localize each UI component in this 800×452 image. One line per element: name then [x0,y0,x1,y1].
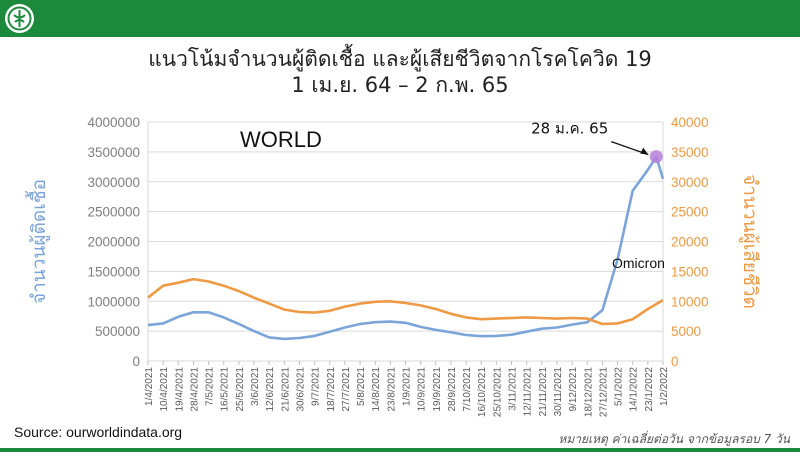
x-tick-label: 12/11/2021 [523,367,534,417]
x-tick-label: 5/1/2022 [614,367,625,406]
y-left-tick-label: 0 [132,354,140,369]
x-tick-label: 21/11/2021 [538,367,549,417]
y-left-tick-label: 2000000 [87,235,140,250]
x-tick-label: 28/4/2021 [189,367,200,412]
x-tick-label: 14/8/2021 [371,367,382,412]
x-tick-label: 9/12/2021 [568,367,579,412]
chart-title-line2: 1 เม.ย. 64 – 2 ก.พ. 65 [291,73,509,97]
x-tick-label: 10/9/2021 [417,367,428,412]
x-tick-label: 25/10/2021 [492,367,503,417]
y-right-tick-label: 25000 [671,205,709,220]
x-tick-label: 23/8/2021 [386,367,397,412]
x-tick-label: 18/7/2021 [326,367,337,412]
y-right-tick-label: 30000 [671,175,709,190]
x-tick-label: 28/9/2021 [447,367,458,412]
x-tick-label: 7/5/2021 [205,367,216,406]
x-tick-label: 25/5/2021 [235,367,246,412]
x-tick-label: 18/12/2021 [583,367,594,417]
x-tick-label: 12/6/2021 [265,367,276,412]
peak-annotation-label: 28 ม.ค. 65 [531,120,608,138]
x-tick-label: 3/11/2021 [508,367,519,411]
y-right-tick-label: 10000 [671,294,709,309]
x-tick-label: 1/9/2021 [402,367,413,406]
x-tick-label: 1/2/2022 [659,367,670,406]
y-left-tick-label: 2500000 [87,205,140,220]
x-tick-label: 16/5/2021 [220,367,231,412]
x-tick-label: 1/4/2021 [144,367,155,406]
x-tick-label: 10/4/2021 [159,367,170,412]
peak-arrowhead [640,147,649,155]
region-label: WORLD [240,127,322,152]
x-tick-label: 27/12/2021 [598,367,609,417]
x-tick-label: 5/8/2021 [356,367,367,406]
y-right-tick-label: 35000 [671,145,709,160]
x-tick-label: 7/10/2021 [462,367,473,412]
y-right-axis-title: จำนวนผู้เสียชีวิต [739,174,761,309]
y-right-tick-label: 20000 [671,235,709,250]
y-left-tick-label: 4000000 [87,115,140,130]
x-tick-label: 30/6/2021 [295,367,306,412]
y-left-tick-label: 500000 [95,324,140,339]
chart-title-line1: แนวโน้มจำนวนผู้ติดเชื้อ และผู้เสียชีวิตจ… [148,47,652,71]
x-tick-label: 30/11/2021 [553,367,564,417]
cases-series-line [147,155,665,341]
x-tick-label: 14/1/2022 [629,367,640,412]
deaths-series-line [147,277,664,326]
y-left-tick-label: 3500000 [87,145,140,160]
chart-title: แนวโน้มจำนวนผู้ติดเชื้อ และผู้เสียชีวิตจ… [0,38,800,98]
peak-marker [649,150,663,164]
y-left-tick-label: 1500000 [87,264,140,279]
header-bar [0,0,800,37]
footnote-text: หมายเหตุ ค่าเฉลี่ยต่อวัน จากข้อมูลรอบ 7 … [558,432,790,446]
y-right-tick-label: 0 [671,354,679,369]
x-tick-label: 27/7/2021 [341,367,352,412]
y-left-tick-label: 1000000 [87,294,140,309]
x-tick-label: 21/6/2021 [280,367,291,412]
footer-bar [0,448,800,452]
x-tick-label: 19/4/2021 [174,367,185,412]
omicron-label: Omicron [612,255,665,271]
y-right-tick-label: 5000 [671,324,701,339]
y-left-tick-label: 3000000 [87,175,140,190]
x-tick-label: 3/6/2021 [250,367,261,406]
y-left-axis-title: จำนวนผู้ติดเชื้อ [25,179,50,304]
ministry-logo [5,4,34,33]
x-tick-label: 16/10/2021 [477,367,488,417]
x-tick-label: 23/1/2022 [644,367,655,412]
y-right-tick-label: 15000 [671,264,709,279]
source-text: Source: ourworldindata.org [14,424,183,440]
x-tick-label: 19/9/2021 [432,367,443,412]
y-right-tick-label: 40000 [671,115,709,130]
x-tick-label: 9/7/2021 [311,367,322,406]
